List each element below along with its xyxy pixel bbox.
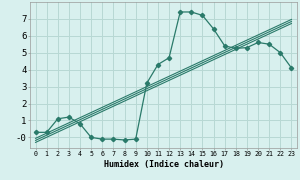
X-axis label: Humidex (Indice chaleur): Humidex (Indice chaleur) (103, 160, 224, 169)
